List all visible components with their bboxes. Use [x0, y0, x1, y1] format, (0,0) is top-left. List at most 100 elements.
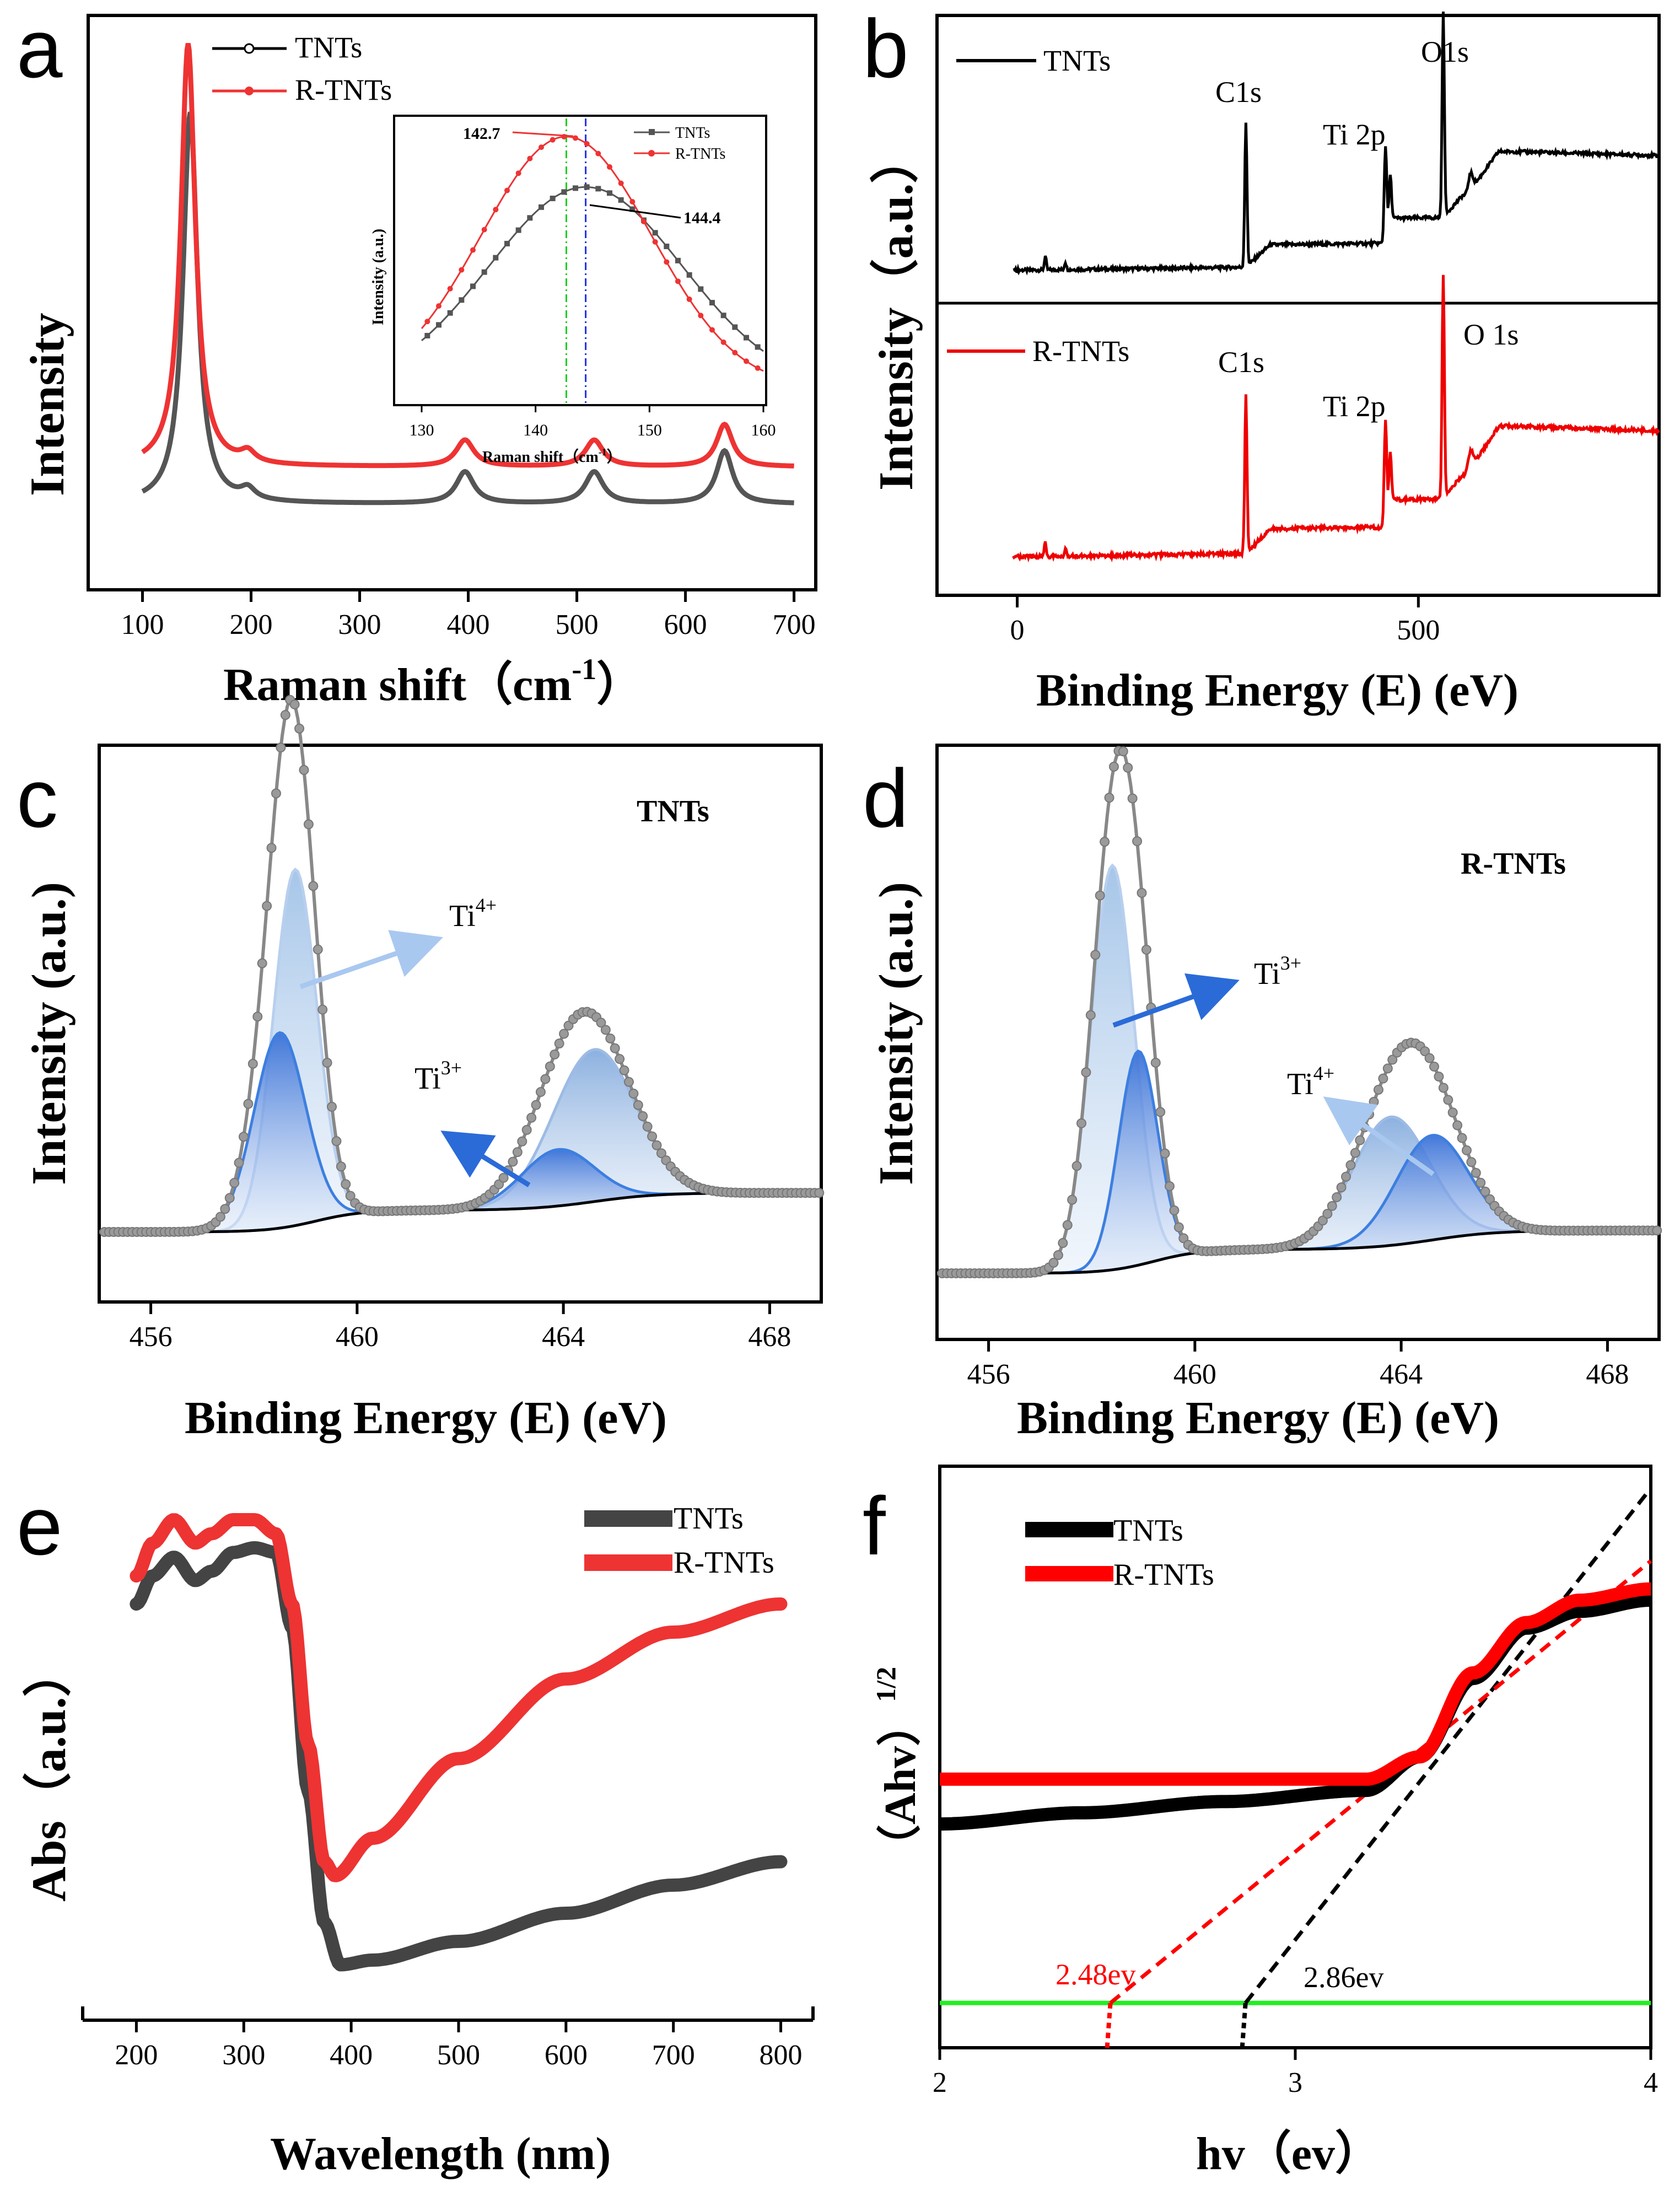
inset-point [629, 199, 636, 205]
data-point [1350, 1148, 1360, 1158]
inset-point [664, 259, 670, 265]
panel-f-line-r-tnts [935, 1582, 1656, 1786]
panel-b-ylabel: Intensity（a.u.） [870, 135, 923, 491]
panel-b-frame [935, 14, 1661, 597]
panel-f: f 2 3 4 TNTs R-TNTs 2.48ev 2.86ev （Ahv）1/2… [863, 1465, 1658, 2179]
panel-d-x-tick-label: 468 [1586, 1359, 1629, 1390]
panel-f-x-tick-label: 4 [1644, 2067, 1658, 2098]
data-point [299, 765, 309, 775]
inset-line-tnts [421, 186, 764, 352]
data-point [554, 1038, 564, 1049]
panel-c-x-tick-label: 464 [542, 1321, 585, 1353]
inset-point [493, 207, 499, 213]
component-fill [937, 1135, 1659, 1273]
inset-point [709, 300, 715, 306]
data-point [1457, 1133, 1467, 1143]
panel-e-x-tick-label: 800 [760, 2039, 803, 2071]
d-label-ti3: Ti3+ [1254, 952, 1301, 991]
data-point [642, 1121, 653, 1132]
data-point [243, 1099, 254, 1109]
data-point [1178, 1233, 1189, 1244]
panel-e-x-tick-label: 200 [115, 2039, 158, 2071]
data-point [1364, 1109, 1375, 1120]
panel-b-legend-top: TNTs [956, 44, 1111, 77]
data-point [303, 819, 314, 830]
data-point [336, 1161, 346, 1172]
inset-point [584, 184, 590, 190]
data-point [1466, 1157, 1477, 1167]
data-point [1127, 793, 1138, 804]
legend-a-tnts: TNTs [295, 31, 362, 64]
panel-b-series [1012, 11, 1661, 563]
inset-point [641, 218, 647, 224]
inset-point [698, 286, 704, 292]
b-label-c1s-top: C1s [1215, 76, 1262, 109]
inset-point [539, 204, 544, 210]
panel-f-series [935, 1487, 1656, 2048]
panel-a-x-tick-label: 100 [121, 609, 164, 641]
data-point [1173, 1222, 1184, 1233]
panel-b: b 0 500 TNTs R-TNTs C1s Ti 2p O1s C1s Ti … [863, 2, 1661, 716]
data-point [1485, 1194, 1495, 1204]
d-arrow-ti3 [1112, 973, 1240, 1028]
panel-letter-d: d [863, 752, 908, 844]
b-label-ti2p-top: Ti 2p [1323, 118, 1386, 151]
inset-point [720, 339, 726, 345]
data-point [1373, 1085, 1383, 1095]
data-point [1100, 837, 1110, 847]
data-point [1476, 1177, 1486, 1188]
envelope-line [937, 747, 1657, 1275]
data-point [294, 723, 305, 734]
f-label-286: 2.86ev [1304, 1961, 1383, 1994]
data-point [1382, 1063, 1393, 1074]
inset-point [744, 335, 749, 341]
panel-b-x-axis: 0 500 [1010, 595, 1440, 646]
data-point [257, 958, 267, 968]
panel-a-x-tick-label: 700 [773, 609, 816, 641]
legend-e-tnts: TNTs [674, 1501, 744, 1536]
data-point [220, 1204, 230, 1214]
data-point [1652, 1225, 1662, 1236]
c-arrow-ti3 [440, 1131, 531, 1187]
data-point [1355, 1135, 1365, 1145]
data-point [1053, 1250, 1063, 1260]
panel-a-x-tick-label: 600 [664, 609, 707, 641]
data-point [508, 1156, 518, 1167]
f-label-248: 2.48ev [1056, 1958, 1135, 1991]
component-fill [99, 1032, 821, 1232]
data-point [266, 843, 277, 853]
inset-point [481, 269, 487, 275]
inset-point [720, 313, 726, 319]
data-point [317, 1004, 328, 1015]
b-label-c1s-bottom: C1s [1218, 346, 1264, 379]
panel-b-legend-bottom: R-TNTs [947, 335, 1129, 368]
panel-c-x-tick-label: 456 [130, 1321, 173, 1353]
inset-point [584, 141, 590, 147]
inset-point [755, 344, 761, 350]
inset-point [686, 296, 692, 302]
data-point [1438, 1083, 1449, 1093]
data-point [1461, 1145, 1472, 1155]
data-point [605, 1033, 616, 1043]
c-arrow-ti4 [299, 930, 444, 989]
legend-e-rtnts: R-TNTs [674, 1546, 774, 1580]
panel-d-title: R-TNTs [1461, 847, 1566, 881]
panel-c-x-axis: 456 460 464 468 [130, 1302, 791, 1353]
data-point [1108, 761, 1119, 772]
inset-tick-label: 140 [523, 421, 548, 439]
panel-d-series [937, 746, 1662, 1278]
data-point [1420, 1046, 1430, 1057]
inset-point [664, 243, 670, 249]
data-point [610, 1043, 620, 1053]
legend-a-rtnts: R-TNTs [295, 73, 392, 106]
inset-point [515, 227, 521, 233]
panel-d-x-tick-label: 460 [1173, 1359, 1216, 1390]
data-point [239, 1132, 249, 1142]
inset-point [527, 155, 533, 162]
d-arrow-ti4 [1323, 1096, 1435, 1176]
panel-c: c 456 460 464 468 TNTs Ti4+ Ti3+ Intensity … [17, 695, 825, 1444]
panel-e-x-tick-label: 300 [222, 2039, 265, 2071]
panel-a-x-axis: 100 200 300 400 500 600 700 [121, 590, 816, 641]
data-point [229, 1177, 240, 1188]
panel-e-axes [81, 2006, 815, 2022]
